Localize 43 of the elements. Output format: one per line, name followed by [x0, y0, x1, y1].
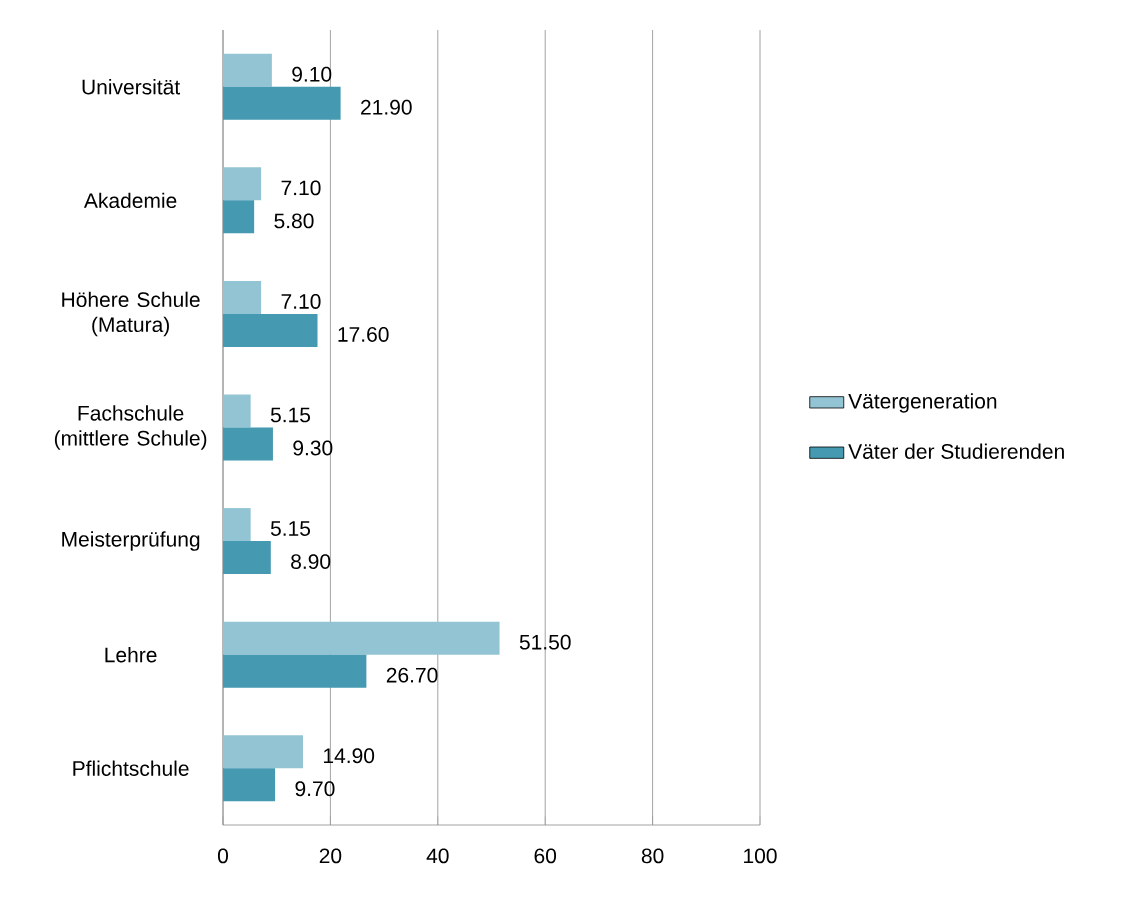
- bar: [223, 621, 500, 655]
- data-label: 14.90: [324, 748, 375, 764]
- data-label: 21.90: [361, 99, 412, 115]
- x-tick-label: 40: [426, 848, 449, 864]
- data-label: 9.10: [292, 66, 332, 82]
- y-tick-label: Universität: [82, 79, 181, 95]
- bar: [223, 768, 276, 802]
- data-label: 8.90: [291, 554, 331, 570]
- bar: [223, 541, 271, 575]
- bar: [223, 86, 341, 120]
- data-label: 26.70: [386, 667, 438, 683]
- bar: [223, 313, 318, 347]
- data-label: 17.60: [338, 327, 389, 342]
- y-tick-label: Fachschule (mittlere Schule): [54, 405, 207, 450]
- x-tick-label: 0: [217, 848, 228, 864]
- bar: [223, 394, 251, 428]
- data-label: 9.30: [293, 440, 333, 456]
- data-label: 7.10: [281, 180, 321, 196]
- y-tick-label: Meisterprüfung: [62, 531, 200, 551]
- y-tick-label: Pflichtschule: [73, 760, 189, 776]
- bar: [223, 427, 273, 461]
- y-tick-label: Lehre: [105, 646, 157, 663]
- bar: [223, 280, 262, 314]
- data-label: 5.80: [274, 213, 314, 229]
- bar: [223, 53, 272, 87]
- x-tick-label: 100: [744, 848, 777, 864]
- bar: [223, 167, 262, 201]
- legend-label: Vätergeneration: [848, 393, 997, 413]
- data-label: 9.70: [295, 781, 335, 797]
- x-tick-label: 60: [534, 848, 557, 864]
- data-label: 5.15: [270, 521, 311, 536]
- x-tick-label: 20: [319, 848, 342, 864]
- bar: [223, 735, 304, 769]
- legend-label: Väter der Studierenden: [848, 443, 1064, 459]
- x-tick-label: 80: [641, 848, 664, 864]
- data-label: 7.10: [281, 294, 321, 309]
- y-tick-label: Akademie: [83, 192, 177, 209]
- data-label: 5.15: [270, 407, 311, 423]
- bar: [223, 654, 367, 688]
- bar: [223, 508, 251, 542]
- data-label: 51.50: [519, 634, 571, 650]
- y-tick-label: Höhere Schule (Matura): [62, 291, 200, 337]
- bar: [223, 200, 255, 234]
